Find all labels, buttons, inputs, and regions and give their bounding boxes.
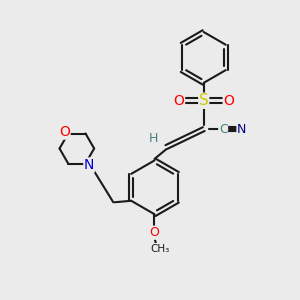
Text: C: C xyxy=(219,123,227,136)
Text: N: N xyxy=(237,123,246,136)
Text: O: O xyxy=(173,94,184,108)
Text: H: H xyxy=(149,132,159,145)
Text: O: O xyxy=(224,94,234,108)
Text: S: S xyxy=(199,93,208,108)
Text: O: O xyxy=(59,125,70,139)
Text: N: N xyxy=(84,158,94,172)
Text: CH₃: CH₃ xyxy=(150,244,170,254)
Text: O: O xyxy=(149,226,159,239)
